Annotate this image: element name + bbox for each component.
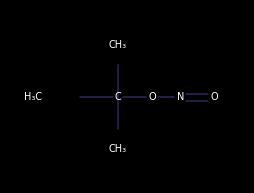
Text: CH₃: CH₃ — [108, 40, 126, 50]
Text: C: C — [114, 92, 121, 102]
Text: H₃C: H₃C — [24, 92, 42, 102]
Text: N: N — [177, 92, 184, 102]
Text: O: O — [148, 92, 155, 102]
Text: CH₃: CH₃ — [108, 144, 126, 154]
Text: O: O — [209, 92, 217, 102]
